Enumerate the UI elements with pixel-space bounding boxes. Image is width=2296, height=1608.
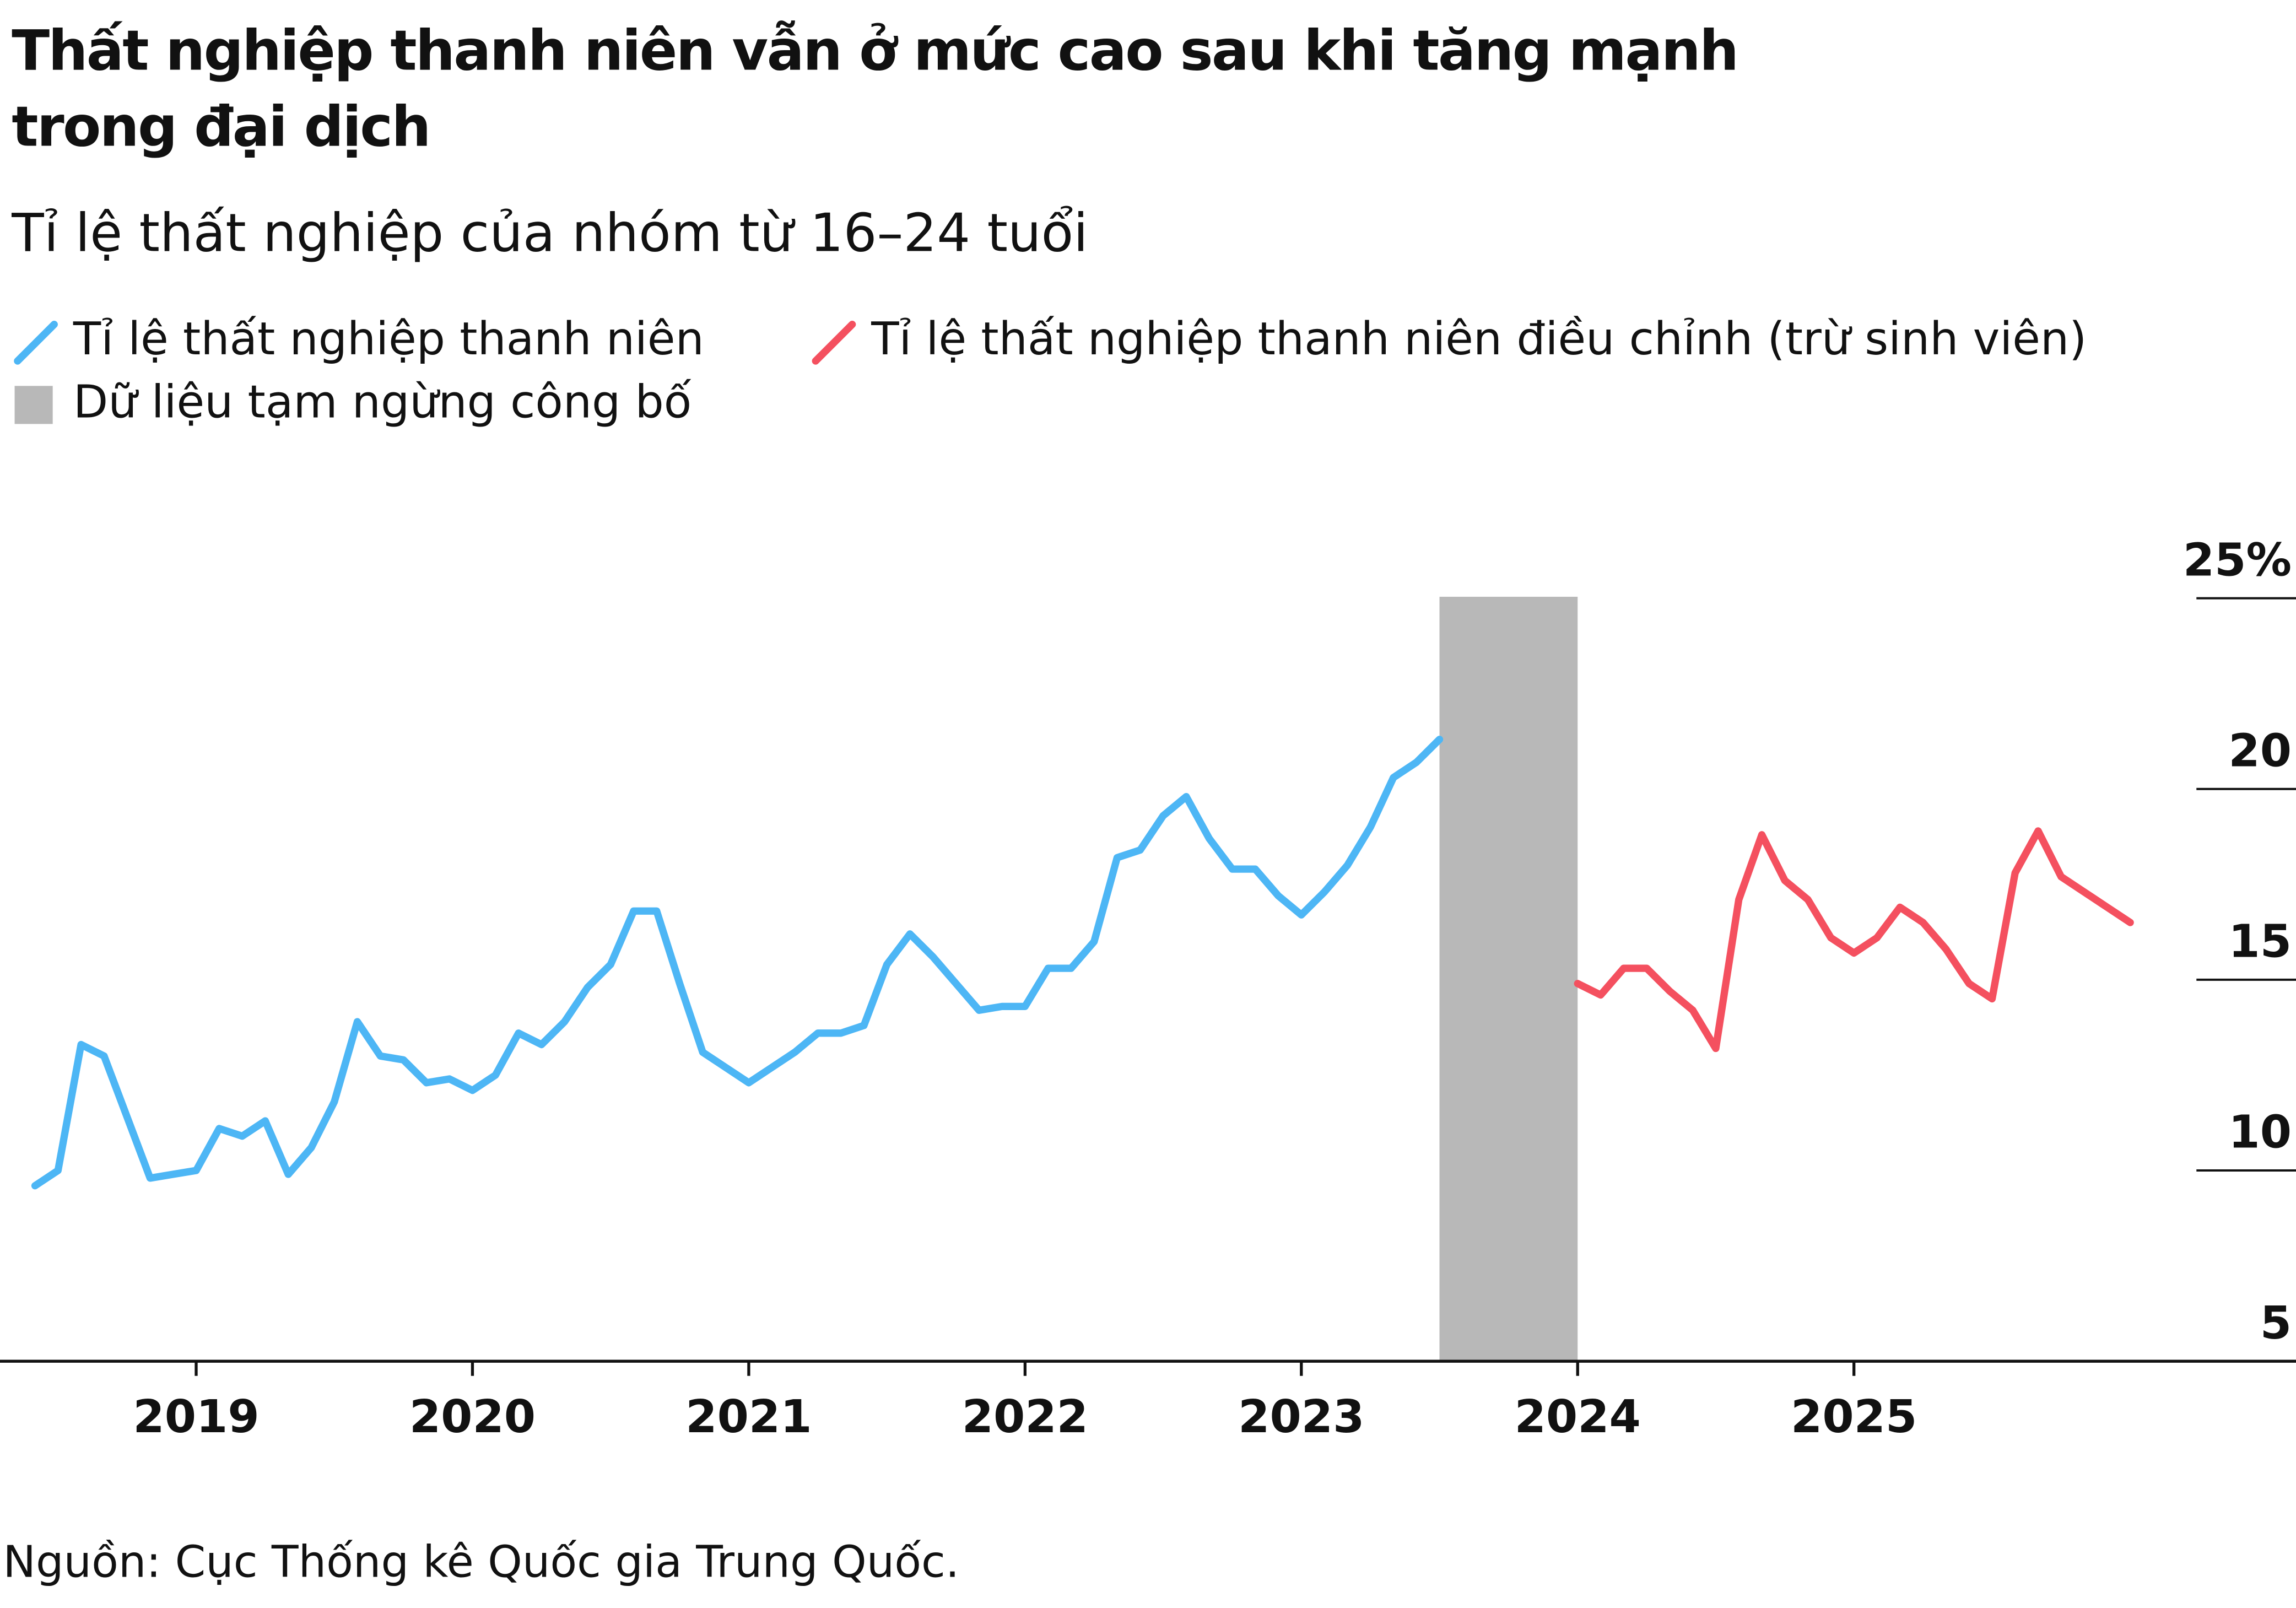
shaded-region <box>1439 596 1578 1362</box>
chart-subtitle: Tỉ lệ thất nghiệp của nhóm từ 16–24 tuổi <box>11 202 1088 264</box>
y-tick-label: 15 <box>2228 916 2292 968</box>
x-tick-label: 2021 <box>685 1391 812 1443</box>
chart-title: Thất nghiệp thanh niên vẫn ở mức cao sau… <box>12 18 1739 159</box>
x-tick-label: 2024 <box>1515 1391 1641 1443</box>
legend-swatch <box>14 386 53 424</box>
source: Nguồn: Cục Thống kê Quốc gia Trung Quốc. <box>3 1536 959 1588</box>
data-line <box>31 736 1444 1190</box>
title-box: Thất nghiệp thanh niên vẫn ở mức cao sau… <box>12 18 1739 159</box>
y-tick-label: 20 <box>2228 725 2292 777</box>
x-tick-label: 2023 <box>1238 1391 1364 1443</box>
data-line <box>1574 827 2134 1053</box>
y-tick-label: 25% <box>2183 534 2292 586</box>
legend-swatch <box>14 321 58 365</box>
y-tick-label: 5 <box>2260 1297 2292 1350</box>
legend-label: Tỉ lệ thất nghiệp thanh niên điều chỉnh … <box>871 313 2087 365</box>
x-tick-label: 2019 <box>133 1391 259 1443</box>
legend-label: Tỉ lệ thất nghiệp thanh niên <box>73 313 704 365</box>
y-tick-label: 10 <box>2228 1107 2292 1159</box>
x-tick-label: 2020 <box>409 1391 536 1443</box>
legend-swatch <box>812 321 856 365</box>
x-tick-label: 2022 <box>962 1391 1088 1443</box>
x-tick-label: 2025 <box>1791 1391 1917 1443</box>
legend-label: Dữ liệu tạm ngừng công bố <box>73 376 691 428</box>
